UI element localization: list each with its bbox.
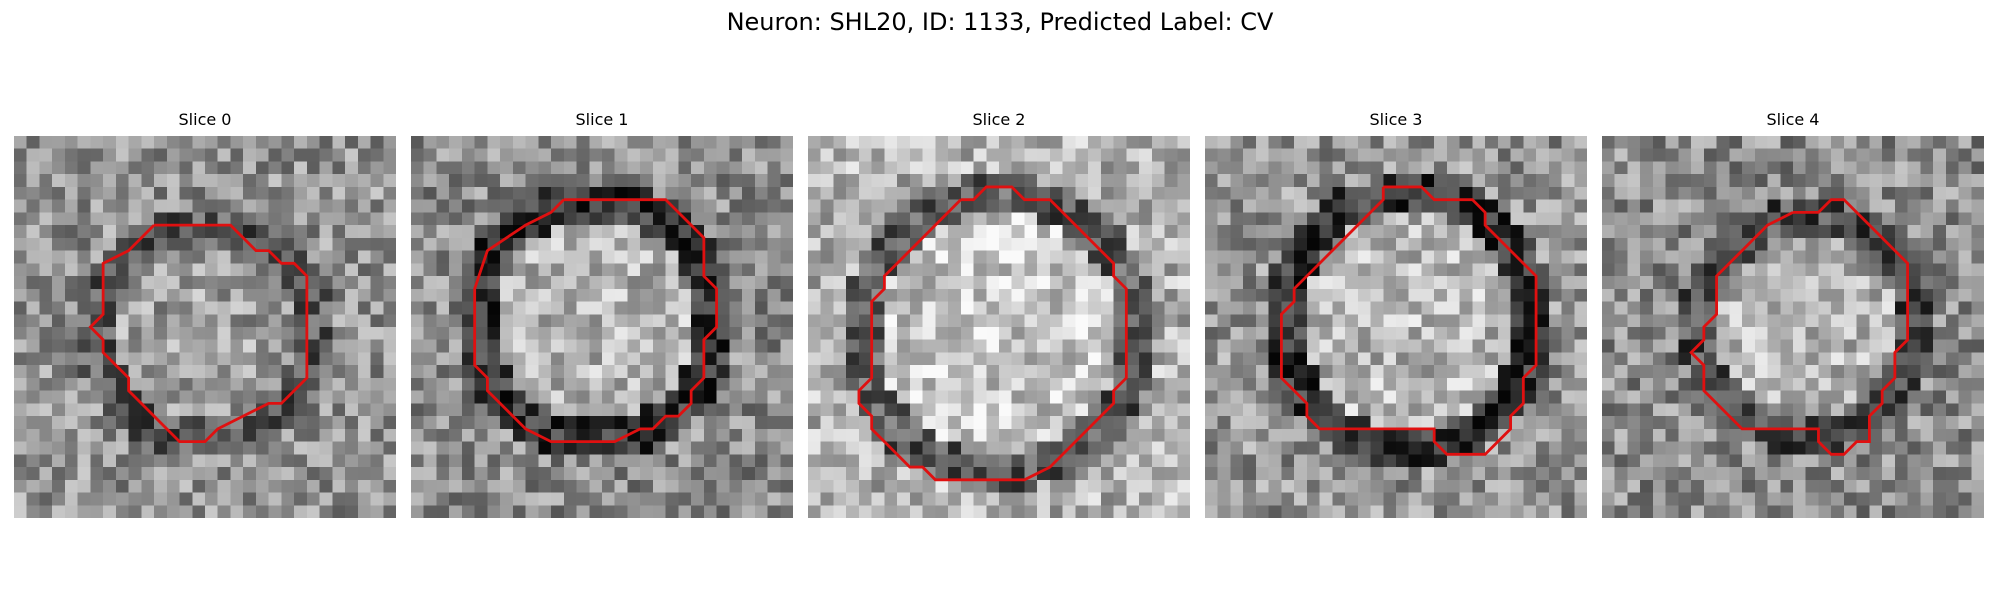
slice-title-1: Slice 1 [575,110,629,129]
slice-image-4 [1602,136,1984,518]
slice-title-2: Slice 2 [972,110,1026,129]
slice-image-3 [1205,136,1587,518]
segmentation-contour-3 [1279,185,1538,456]
slice-image-2 [808,136,1190,518]
slice-image-1 [411,136,793,518]
segmentation-contour-2 [857,185,1128,482]
slice-title-3: Slice 3 [1369,110,1423,129]
slice-title-4: Slice 4 [1766,110,1820,129]
figure-title: Neuron: SHL20, ID: 1133, Predicted Label… [726,8,1274,36]
slice-title-0: Slice 0 [178,110,232,129]
segmentation-contour-0 [88,223,309,444]
slice-image-0 [14,136,396,518]
segmentation-contour-1 [473,198,719,444]
segmentation-contour-4 [1689,198,1910,456]
